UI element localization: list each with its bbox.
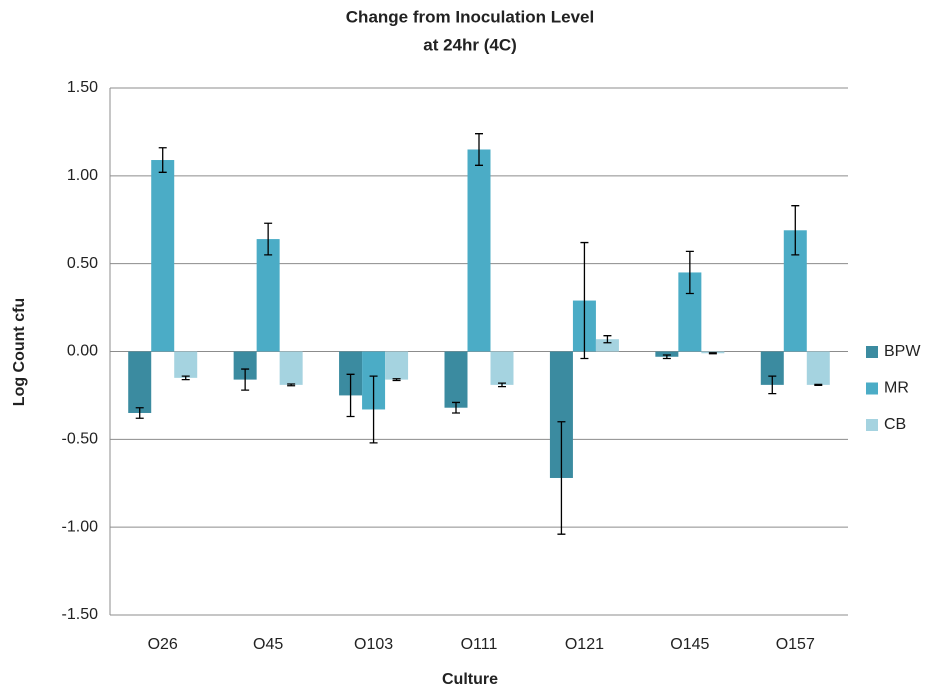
bar xyxy=(339,351,363,396)
error-bar xyxy=(158,147,167,173)
error-bar xyxy=(475,133,483,166)
bar xyxy=(655,351,679,357)
legend-label: MR xyxy=(884,380,909,397)
bar xyxy=(174,351,198,378)
error-bar xyxy=(708,352,717,355)
error-bar xyxy=(791,205,800,256)
y-tick-label: 0.00 xyxy=(67,343,98,360)
error-bar xyxy=(662,354,671,360)
error-bar xyxy=(814,383,823,387)
bar xyxy=(490,351,514,385)
legend-swatch xyxy=(866,419,878,431)
bar xyxy=(783,230,807,352)
bar xyxy=(128,351,152,413)
chart-title: at 24hr (4C) xyxy=(423,35,517,54)
y-tick-label: 0.50 xyxy=(67,255,98,272)
bar xyxy=(678,272,702,352)
error-bar xyxy=(346,373,355,418)
error-bar xyxy=(135,407,144,419)
error-bar xyxy=(181,375,190,381)
y-axis-title: Log Count cfu xyxy=(11,298,28,406)
legend-label: BPW xyxy=(884,343,921,360)
x-tick-label: O121 xyxy=(565,636,604,653)
x-tick-label: O145 xyxy=(670,636,709,653)
x-tick-label: O157 xyxy=(776,636,815,653)
x-tick-label: O45 xyxy=(253,636,283,653)
legend-label: CB xyxy=(884,416,906,433)
x-tick-label: O103 xyxy=(354,636,393,653)
y-tick-label: 1.00 xyxy=(67,167,98,184)
error-bar xyxy=(392,378,401,382)
error-bar xyxy=(287,383,296,387)
error-bar xyxy=(557,421,566,535)
error-bar xyxy=(768,375,777,395)
error-bar xyxy=(264,222,273,256)
error-bar xyxy=(241,368,250,391)
bar xyxy=(595,339,619,352)
y-tick-label: -1.50 xyxy=(62,606,99,623)
error-bar xyxy=(603,335,612,344)
legend-swatch xyxy=(866,346,878,358)
bar xyxy=(233,351,257,380)
bar xyxy=(279,351,303,385)
bar xyxy=(256,239,280,352)
x-tick-label: O111 xyxy=(461,636,498,653)
bar xyxy=(444,351,468,408)
bar xyxy=(806,351,830,385)
error-bar xyxy=(580,241,589,360)
x-axis-title: Culture xyxy=(442,671,498,688)
bar xyxy=(151,160,175,352)
bar xyxy=(549,351,573,478)
bar xyxy=(385,351,409,380)
error-bar xyxy=(498,382,506,388)
chart-title: Change from Inoculation Level xyxy=(346,7,594,26)
y-tick-label: -0.50 xyxy=(62,431,99,448)
y-tick-label: 1.50 xyxy=(67,79,98,96)
legend-swatch xyxy=(866,382,878,395)
x-tick-label: O26 xyxy=(148,636,178,653)
bar xyxy=(467,149,491,352)
error-bar xyxy=(452,401,460,414)
bar xyxy=(760,351,784,385)
error-bar xyxy=(369,375,378,444)
y-tick-label: -1.00 xyxy=(62,518,99,535)
error-bar xyxy=(685,250,694,295)
